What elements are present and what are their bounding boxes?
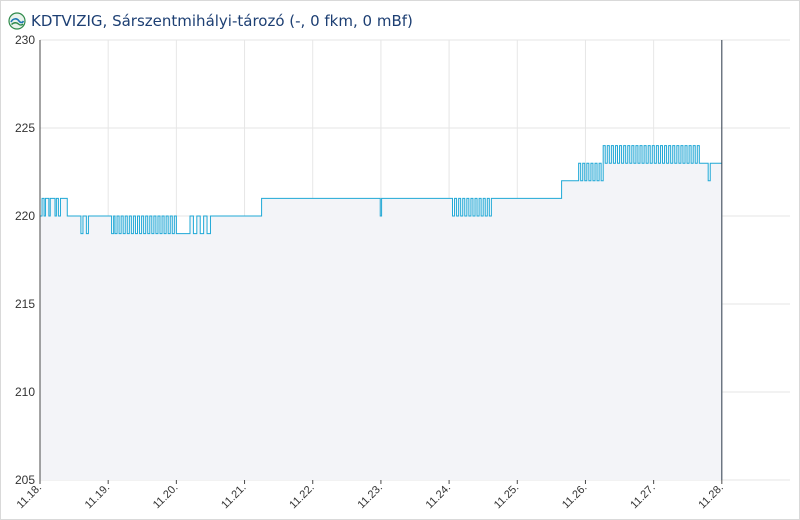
x-tick-label: 11.22.: [287, 482, 317, 512]
x-tick-label: 11.23.: [355, 482, 385, 512]
chart-title: KDTVIZIG, Sárszentmihályi-tározó (-, 0 f…: [31, 12, 413, 30]
x-tick-label: 11.19.: [83, 482, 113, 512]
y-tick-label: 205: [15, 473, 35, 487]
y-axis-ticks: 205 210 215 220 225 230: [15, 33, 35, 487]
x-axis-ticks: 11.18. 11.19. 11.20. 11.21. 11.22. 11.23. 11.2…: [15, 480, 726, 511]
y-tick-label: 215: [15, 297, 35, 311]
x-tick-label: 11.25.: [492, 482, 522, 512]
y-tick-label: 230: [15, 33, 35, 47]
y-tick-label: 220: [15, 209, 35, 223]
x-tick-label: 11.28.: [696, 482, 726, 512]
x-tick-label: 11.21.: [219, 482, 249, 512]
x-tick-label: 11.27.: [628, 482, 658, 512]
chart-header: KDTVIZIG, Sárszentmihályi-tározó (-, 0 f…: [8, 9, 413, 33]
x-tick-label: 11.24.: [424, 482, 454, 512]
x-tick-label: 11.26.: [560, 482, 590, 512]
y-tick-label: 210: [15, 385, 35, 399]
kdtvizig-logo-icon: [8, 12, 26, 30]
x-tick-label: 11.20.: [151, 482, 181, 512]
series-line[interactable]: [40, 145, 722, 235]
y-tick-label: 225: [15, 121, 35, 135]
